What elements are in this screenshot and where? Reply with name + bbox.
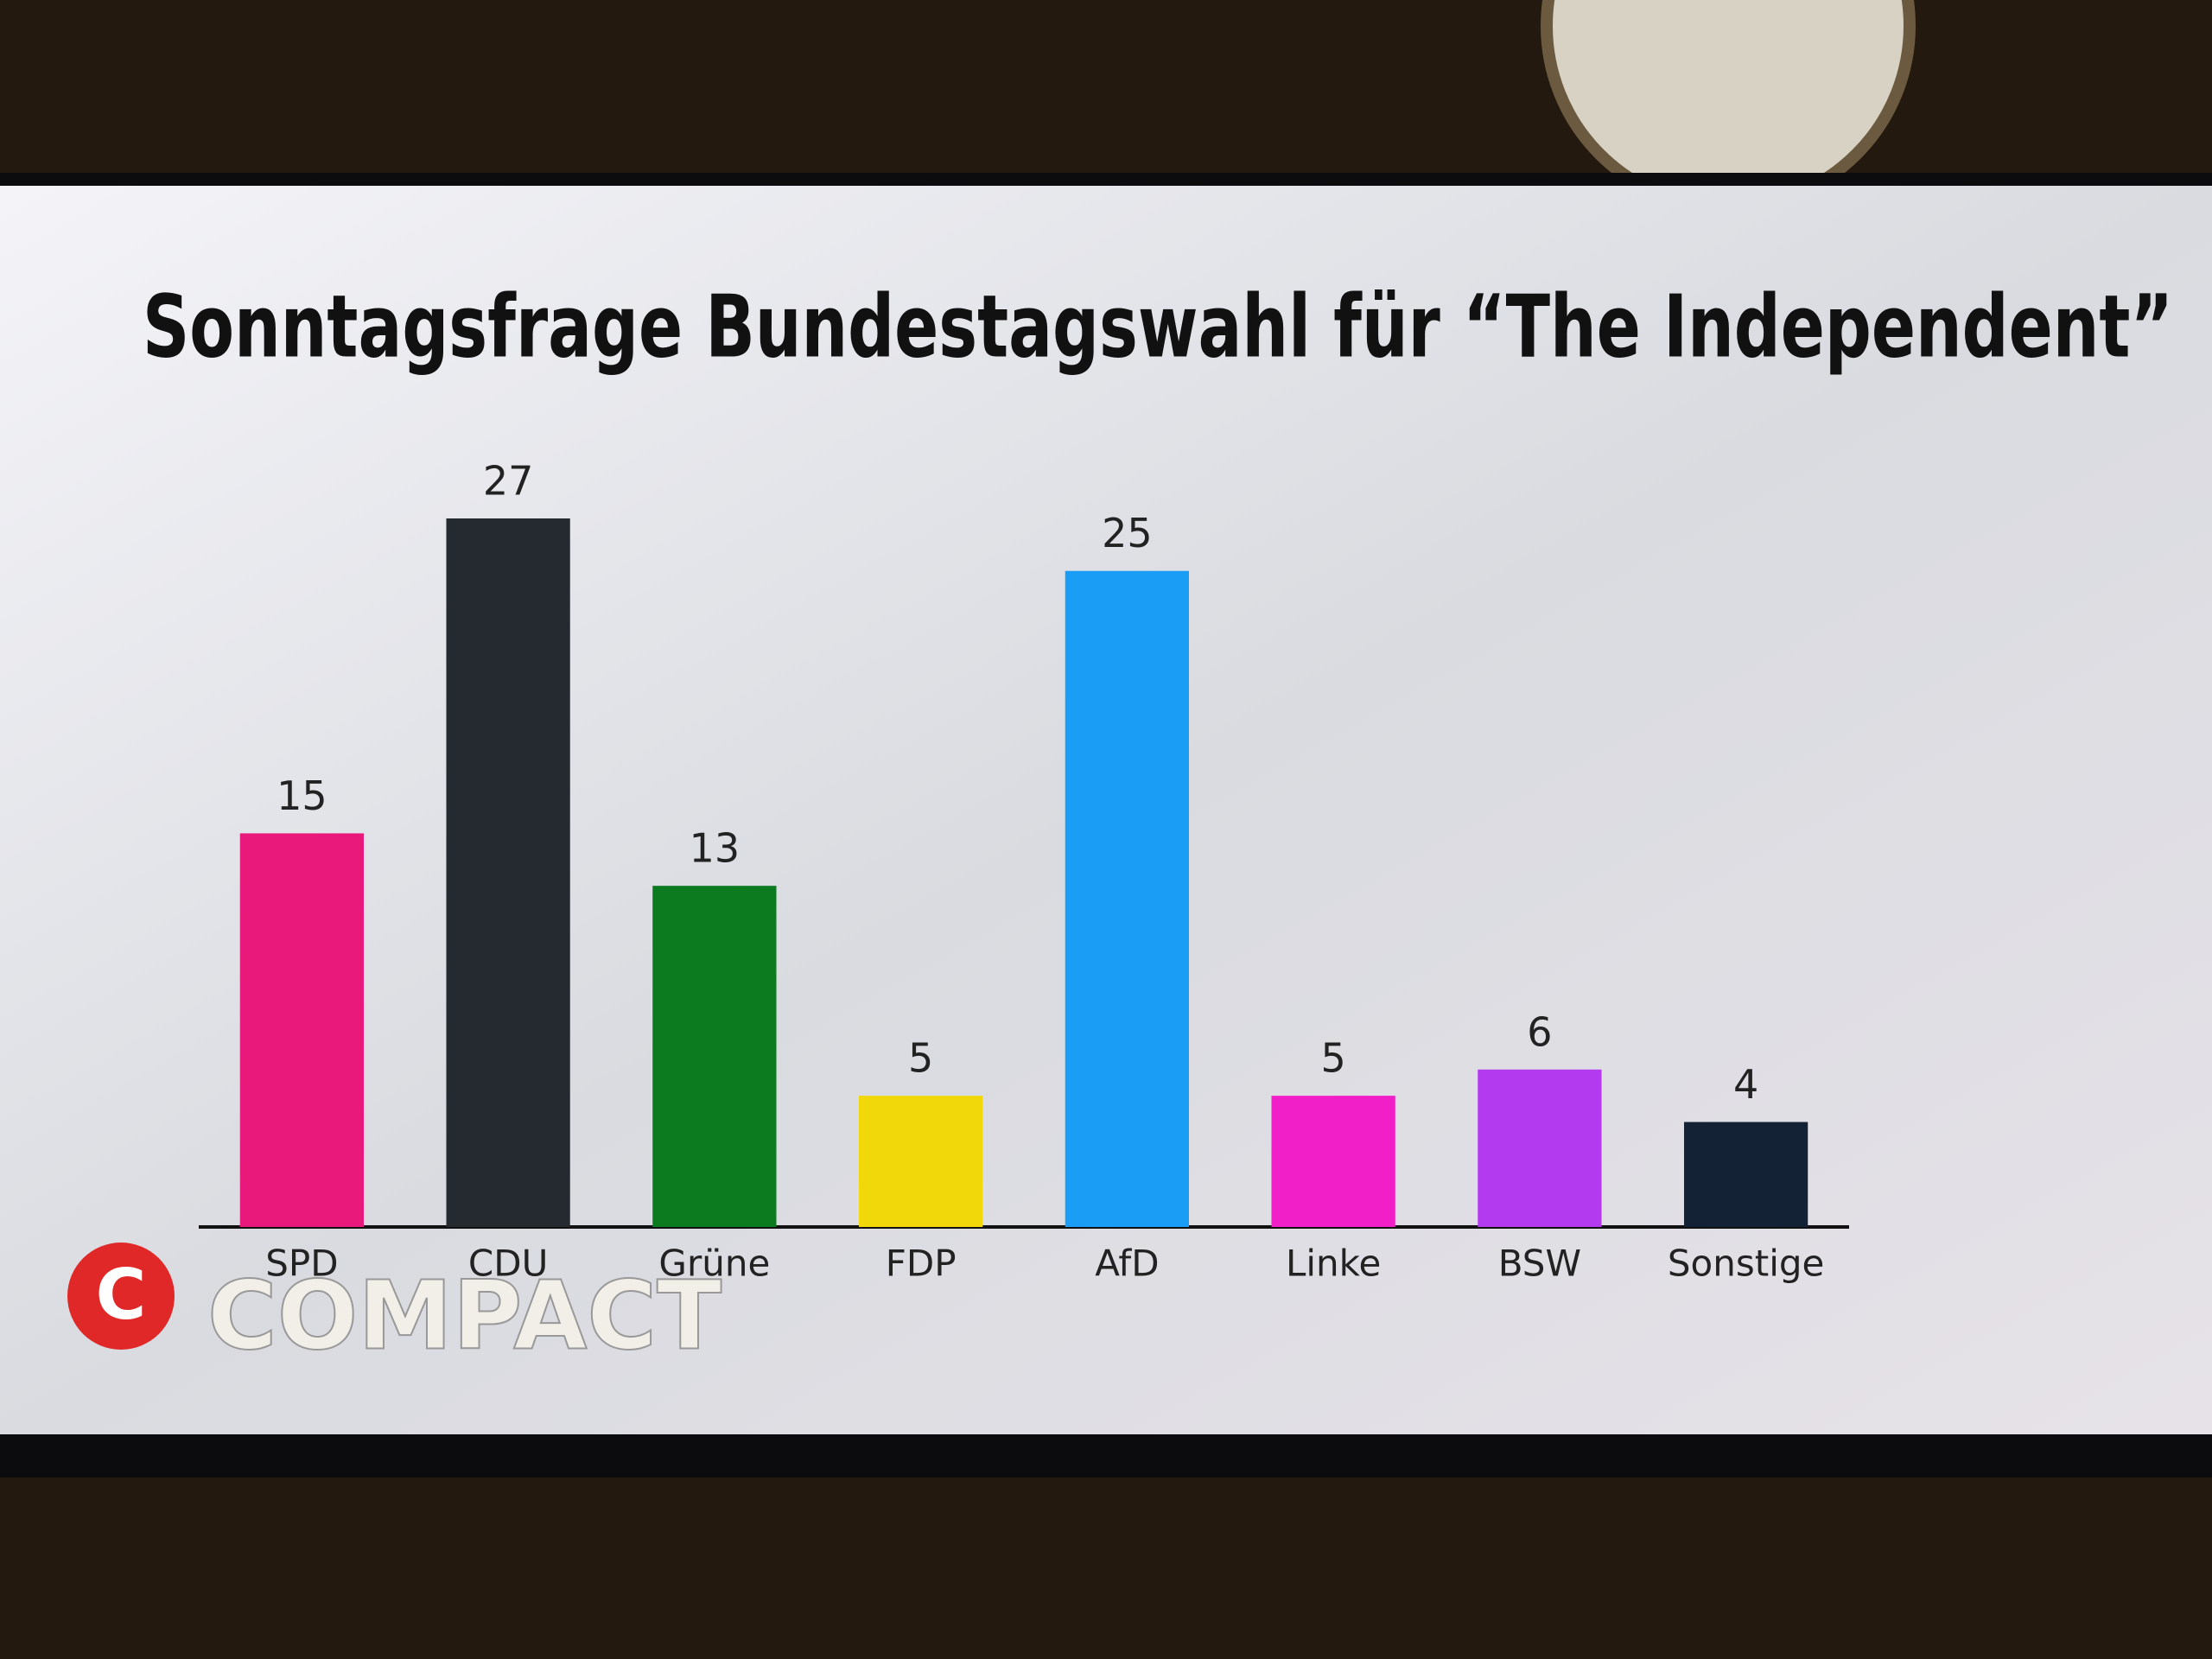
x-tick-label: FDP xyxy=(886,1243,957,1285)
chart-title: Sonntagsfrage Bundestagswahl für “The In… xyxy=(143,276,2173,377)
logo-text: COMPACT xyxy=(207,1260,721,1370)
bar xyxy=(446,518,570,1227)
bar xyxy=(652,886,777,1227)
logo-circle xyxy=(67,1243,175,1350)
value-label: 15 xyxy=(276,772,327,819)
x-tick-label: AfD xyxy=(1095,1243,1159,1285)
logo-mark: C xyxy=(96,1255,147,1335)
bar xyxy=(1478,1069,1602,1227)
bar xyxy=(1684,1122,1808,1227)
value-label: 4 xyxy=(1733,1061,1758,1108)
value-label: 25 xyxy=(1102,510,1153,556)
bar xyxy=(239,833,364,1227)
x-tick-label: CDU xyxy=(468,1243,548,1285)
value-label: 6 xyxy=(1527,1008,1552,1055)
bar xyxy=(859,1096,983,1227)
value-label: 27 xyxy=(483,458,534,505)
bar xyxy=(1065,570,1189,1227)
value-label: 13 xyxy=(690,825,741,872)
x-tick-label: SPD xyxy=(265,1243,338,1285)
value-label: 5 xyxy=(908,1035,933,1082)
x-tick-label: Sonstige xyxy=(1668,1243,1825,1285)
x-tick-label: Grüne xyxy=(658,1243,770,1285)
x-tick-label: Linke xyxy=(1286,1243,1381,1285)
bar xyxy=(1271,1096,1395,1227)
x-tick-label: BSW xyxy=(1498,1243,1581,1285)
value-label: 5 xyxy=(1320,1035,1345,1082)
